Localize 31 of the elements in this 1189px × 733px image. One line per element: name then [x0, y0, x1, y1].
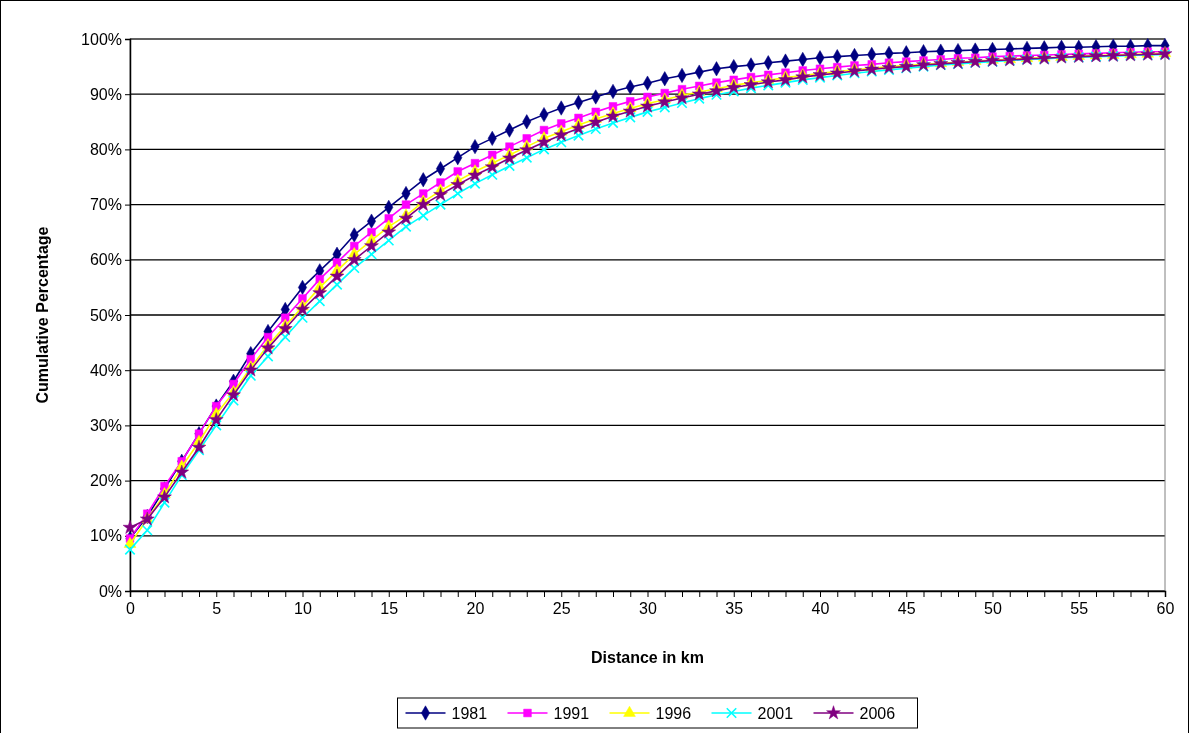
y-tick-label: 80% [89, 141, 122, 159]
x-tick-label: 10 [294, 600, 312, 618]
x-tick-label: 5 [212, 600, 222, 618]
y-tick-label: 90% [89, 85, 122, 103]
x-tick-label: 55 [1070, 600, 1089, 618]
y-tick-label: 70% [89, 196, 122, 214]
x-tick-label: 40 [811, 600, 830, 618]
y-tick-label: 20% [89, 472, 122, 490]
x-tick-label: 45 [897, 600, 916, 618]
y-tick-label: 50% [89, 306, 122, 324]
y-axis-title: Cumulative Percentage [34, 226, 51, 404]
x-tick-label: 50 [984, 600, 1002, 618]
x-tick-label: 30 [639, 600, 657, 618]
x-tick-label: 35 [725, 600, 744, 618]
x-tick-label: 25 [552, 600, 571, 618]
legend-label: 2001 [757, 705, 794, 722]
y-tick-label: 60% [89, 251, 122, 269]
x-tick-label: 20 [466, 600, 485, 618]
x-tick-label: 0 [126, 600, 136, 618]
y-tick-label: 40% [89, 361, 122, 379]
y-tick-label: 30% [89, 417, 122, 435]
x-tick-label: 15 [380, 600, 399, 618]
y-tick-label: 0% [98, 582, 122, 600]
legend-label: 1981 [451, 705, 488, 722]
legend-label: 1991 [553, 705, 590, 722]
y-tick-label: 10% [89, 527, 122, 545]
legend-label: 2006 [859, 705, 896, 722]
x-tick-label: 60 [1156, 600, 1175, 618]
y-tick-label: 100% [81, 30, 122, 48]
x-axis-title: Distance in km [591, 649, 704, 666]
legend-label: 1996 [655, 705, 692, 722]
